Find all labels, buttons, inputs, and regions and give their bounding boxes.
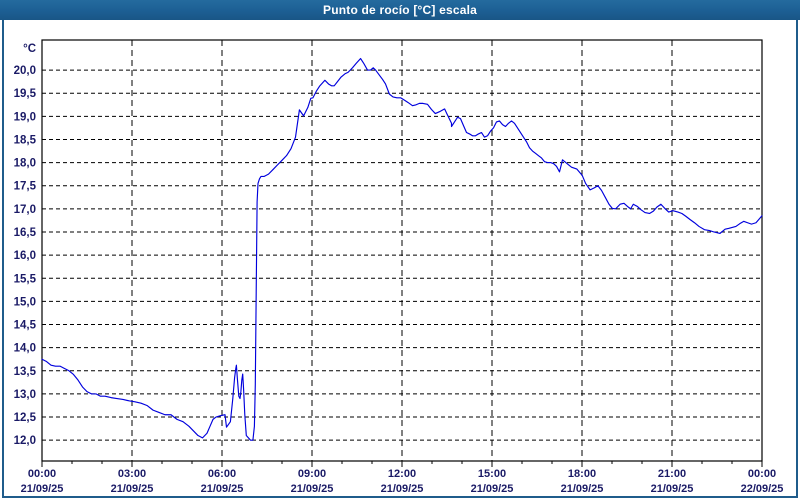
svg-text:21/09/25: 21/09/25 — [561, 483, 604, 495]
svg-text:03:00: 03:00 — [118, 468, 146, 480]
svg-text:°C: °C — [23, 43, 36, 55]
svg-text:21/09/25: 21/09/25 — [471, 483, 514, 495]
svg-text:21/09/25: 21/09/25 — [21, 483, 64, 495]
svg-text:18:00: 18:00 — [568, 468, 596, 480]
svg-text:21/09/25: 21/09/25 — [291, 483, 334, 495]
svg-text:20,0: 20,0 — [14, 65, 36, 77]
svg-text:21:00: 21:00 — [658, 468, 686, 480]
svg-text:21/09/25: 21/09/25 — [651, 483, 694, 495]
svg-text:17,0: 17,0 — [14, 204, 36, 216]
svg-text:19,5: 19,5 — [14, 88, 37, 100]
svg-text:00:00: 00:00 — [748, 468, 776, 480]
svg-text:21/09/25: 21/09/25 — [201, 483, 244, 495]
svg-text:16,0: 16,0 — [14, 250, 36, 262]
svg-text:12,5: 12,5 — [14, 412, 37, 424]
svg-text:00:00: 00:00 — [28, 468, 56, 480]
svg-text:15:00: 15:00 — [478, 468, 506, 480]
svg-text:21/09/25: 21/09/25 — [111, 483, 154, 495]
svg-text:22/09/25: 22/09/25 — [741, 483, 784, 495]
svg-text:09:00: 09:00 — [298, 468, 326, 480]
svg-text:14,5: 14,5 — [14, 320, 37, 332]
svg-text:06:00: 06:00 — [208, 468, 236, 480]
svg-text:19,0: 19,0 — [14, 111, 36, 123]
svg-text:12:00: 12:00 — [388, 468, 416, 480]
svg-text:17,5: 17,5 — [14, 181, 37, 193]
svg-text:13,5: 13,5 — [14, 366, 37, 378]
svg-text:13,0: 13,0 — [14, 389, 36, 401]
svg-text:21/09/25: 21/09/25 — [381, 483, 424, 495]
svg-text:15,5: 15,5 — [14, 273, 37, 285]
svg-text:18,0: 18,0 — [14, 158, 36, 170]
svg-text:18,5: 18,5 — [14, 134, 37, 146]
svg-text:16,5: 16,5 — [14, 227, 37, 239]
svg-text:12,0: 12,0 — [14, 435, 36, 447]
svg-text:15,0: 15,0 — [14, 296, 36, 308]
svg-text:14,0: 14,0 — [14, 343, 36, 355]
